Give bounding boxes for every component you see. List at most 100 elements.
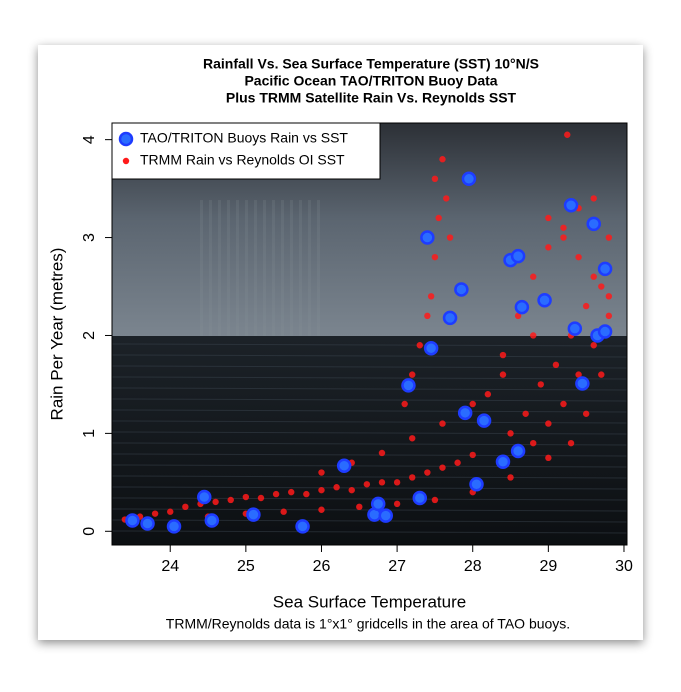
data-point — [575, 253, 582, 261]
data-point — [530, 332, 537, 339]
data-point — [439, 420, 446, 427]
data-point — [295, 519, 310, 534]
legend-label: TAO/TRITON Buoys Rain vs SST — [140, 130, 348, 146]
data-point — [507, 430, 514, 437]
data-point — [431, 253, 439, 261]
rain-streak — [218, 200, 221, 336]
data-point — [552, 361, 560, 369]
wave — [111, 365, 628, 369]
data-point — [590, 342, 597, 349]
data-point — [522, 410, 529, 417]
rain-streak — [209, 200, 212, 336]
data-point — [336, 458, 352, 473]
rain-streak — [227, 200, 230, 336]
data-point — [204, 513, 220, 528]
data-point — [370, 496, 386, 512]
data-point — [431, 496, 439, 504]
data-point — [575, 371, 582, 378]
data-point — [166, 519, 182, 534]
data-point — [598, 283, 605, 290]
data-point — [507, 474, 514, 481]
data-point — [318, 486, 325, 494]
rain-streak — [317, 200, 320, 336]
wave — [111, 431, 628, 435]
plot-area — [111, 122, 628, 546]
data-point — [499, 351, 507, 359]
data-point — [582, 410, 590, 417]
data-point — [469, 400, 476, 408]
data-point — [605, 312, 613, 320]
y-tick-label: 4 — [81, 135, 98, 144]
x-tick-label: 26 — [313, 558, 331, 575]
legend-marker — [118, 131, 134, 147]
data-point — [545, 420, 552, 427]
y-axis-label: Rain Per Year (metres) — [47, 248, 66, 421]
data-point — [424, 469, 431, 476]
rain-streak — [281, 200, 284, 336]
data-point — [545, 454, 552, 462]
data-point — [476, 413, 492, 428]
data-point — [378, 449, 386, 457]
data-point — [454, 459, 461, 466]
data-point — [423, 340, 439, 356]
rain-streak — [245, 200, 248, 336]
data-point — [412, 490, 428, 506]
data-point — [499, 371, 507, 378]
data-point — [469, 477, 484, 492]
data-point — [484, 391, 492, 398]
x-tick-label: 24 — [161, 558, 179, 575]
data-point — [590, 195, 597, 202]
x-tick-label: 30 — [615, 558, 633, 575]
data-point — [227, 496, 234, 504]
data-point — [590, 273, 597, 280]
data-point — [605, 293, 613, 300]
chart-title: Rainfall Vs. Sea Surface Temperature (SS… — [203, 56, 539, 72]
y-tick-label: 3 — [81, 233, 98, 242]
wave — [111, 354, 628, 358]
rain-streak — [290, 200, 293, 336]
legend-marker — [122, 157, 130, 165]
data-point — [420, 230, 435, 245]
data-point — [530, 273, 537, 280]
data-point — [514, 312, 522, 320]
data-point — [348, 486, 355, 494]
y-tick-label: 0 — [81, 527, 98, 536]
data-point — [461, 171, 477, 187]
data-point — [537, 292, 552, 308]
x-axis-label: Sea Surface Temperature — [273, 592, 466, 611]
data-point — [563, 197, 579, 213]
chart-title: Plus TRMM Satellite Rain Vs. Reynolds SS… — [226, 90, 517, 106]
data-point — [439, 464, 446, 471]
data-point — [545, 214, 552, 222]
data-point — [257, 494, 265, 502]
data-point — [545, 244, 552, 251]
data-point — [242, 493, 250, 501]
data-point — [597, 324, 613, 339]
legend-label: TRMM Rain vs Reynolds OI SST — [140, 152, 345, 168]
data-point — [495, 454, 511, 470]
data-point — [582, 302, 590, 310]
wave — [111, 475, 628, 479]
data-point — [378, 508, 394, 523]
data-point — [560, 400, 567, 408]
data-point — [586, 216, 601, 232]
legend-box — [111, 122, 381, 180]
data-point — [605, 234, 613, 241]
data-point — [454, 282, 469, 297]
data-point — [575, 376, 590, 391]
data-point — [443, 195, 450, 202]
data-point — [530, 439, 537, 447]
rain-streak — [236, 200, 239, 336]
data-point — [424, 312, 431, 320]
data-point — [303, 490, 310, 498]
data-point — [597, 261, 613, 277]
y-tick-label: 2 — [81, 331, 98, 340]
data-point — [378, 479, 386, 486]
data-point — [446, 234, 454, 241]
data-point — [409, 474, 416, 481]
data-point — [140, 516, 155, 531]
data-point — [401, 378, 416, 393]
wave — [111, 420, 628, 424]
data-point — [197, 489, 212, 505]
wave — [111, 398, 628, 402]
